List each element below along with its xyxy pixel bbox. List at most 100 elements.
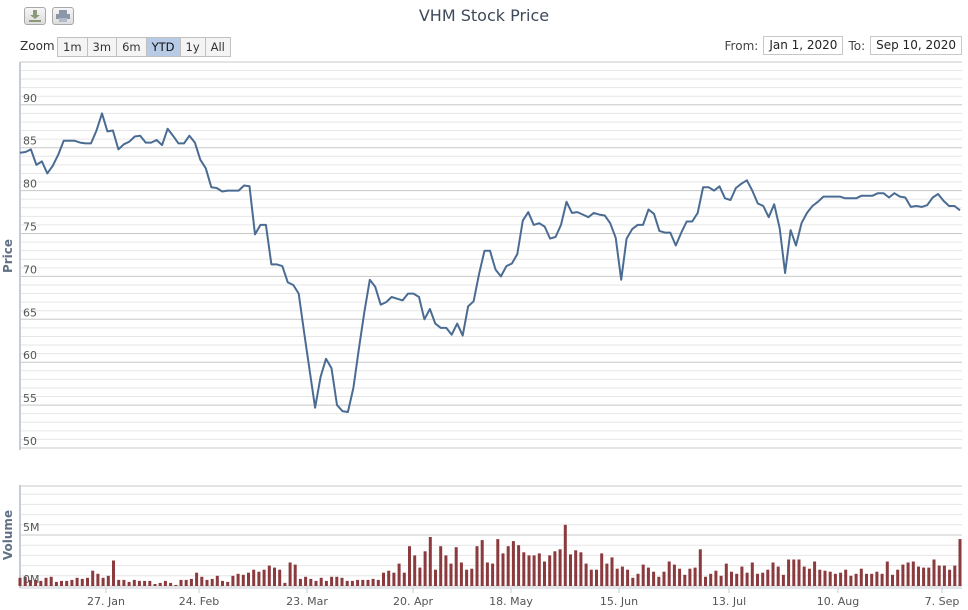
volume-bar[interactable] [101, 577, 105, 586]
from-date-input[interactable]: Jan 1, 2020 [763, 36, 844, 55]
volume-bar[interactable] [917, 566, 920, 586]
volume-bar[interactable] [854, 573, 858, 586]
volume-bar[interactable] [818, 569, 822, 586]
volume-bar[interactable] [241, 574, 245, 586]
volume-bar[interactable] [698, 549, 702, 586]
volume-bar[interactable] [563, 524, 567, 586]
volume-bar[interactable] [704, 576, 707, 586]
volume-bar[interactable] [839, 572, 843, 586]
volume-bar[interactable] [210, 578, 214, 586]
volume-bar[interactable] [553, 551, 557, 586]
volume-bar[interactable] [522, 552, 526, 586]
volume-bar[interactable] [174, 585, 178, 586]
volume-bar[interactable] [662, 571, 666, 586]
volume-bar[interactable] [439, 546, 443, 586]
volume-bar[interactable] [80, 578, 84, 586]
volume-bar[interactable] [527, 555, 531, 586]
volume-bar[interactable] [350, 580, 354, 586]
volume-bar[interactable] [449, 563, 453, 586]
volume-bar[interactable] [589, 569, 593, 586]
volume-bar[interactable] [626, 569, 630, 586]
volume-bar[interactable] [314, 580, 318, 586]
volume-bar[interactable] [730, 571, 733, 586]
volume-bar[interactable] [252, 569, 256, 586]
volume-bar[interactable] [221, 580, 224, 586]
volume-bar[interactable] [96, 573, 100, 586]
volume-bar[interactable] [278, 569, 282, 586]
volume-bar[interactable] [402, 572, 406, 586]
volume-bar[interactable] [179, 579, 183, 586]
volume-bar[interactable] [376, 579, 380, 586]
zoom-3m-button[interactable]: 3m [86, 37, 118, 57]
volume-bar[interactable] [132, 579, 136, 586]
volume-bar[interactable] [60, 580, 63, 586]
volume-bar[interactable] [517, 545, 521, 586]
volume-bar[interactable] [309, 578, 313, 586]
volume-bar[interactable] [148, 580, 152, 586]
volume-bar[interactable] [122, 579, 126, 586]
volume-bar[interactable] [574, 550, 578, 586]
volume-bar[interactable] [75, 577, 79, 586]
volume-bar[interactable] [756, 573, 759, 586]
volume-bar[interactable] [226, 581, 230, 586]
volume-bar[interactable] [454, 547, 458, 586]
volume-bar[interactable] [91, 570, 95, 586]
volume-bar[interactable] [719, 575, 723, 586]
volume-bar[interactable] [807, 568, 811, 586]
volume-bar[interactable] [117, 579, 121, 586]
volume-bar[interactable] [262, 569, 266, 586]
volume-bar[interactable] [428, 537, 432, 586]
volume-bar[interactable] [491, 563, 495, 586]
volume-bar[interactable] [896, 569, 900, 586]
volume-bar[interactable] [922, 567, 926, 586]
volume-bar[interactable] [511, 541, 515, 586]
volume-bar[interactable] [413, 555, 417, 586]
volume-bar[interactable] [215, 575, 219, 586]
volume-bar[interactable] [735, 573, 739, 586]
volume-bar[interactable] [23, 576, 27, 586]
volume-bar[interactable] [797, 559, 801, 587]
volume-bar[interactable] [657, 576, 661, 586]
volume-bar[interactable] [273, 567, 276, 586]
volume-bar[interactable] [813, 561, 817, 587]
volume-bar[interactable] [781, 574, 785, 586]
download-button[interactable] [24, 7, 46, 25]
volume-bar[interactable] [870, 573, 874, 586]
volume-bar[interactable] [595, 569, 598, 586]
to-date-input[interactable]: Sep 10, 2020 [870, 36, 962, 55]
volume-bar[interactable] [678, 568, 682, 586]
volume-bar[interactable] [335, 576, 339, 586]
volume-bar[interactable] [537, 553, 541, 586]
volume-bar[interactable] [397, 563, 401, 586]
volume-bar[interactable] [371, 578, 375, 586]
volume-bar[interactable] [366, 579, 370, 586]
volume-bar[interactable] [569, 554, 572, 586]
volume-bar[interactable] [652, 571, 656, 586]
volume-bar[interactable] [330, 576, 334, 586]
volume-bar[interactable] [283, 582, 287, 586]
zoom-all-button[interactable]: All [204, 37, 231, 57]
volume-bar[interactable] [418, 567, 422, 586]
volume-bar[interactable] [766, 569, 770, 586]
volume-bar[interactable] [558, 549, 562, 586]
volume-bar[interactable] [927, 567, 931, 586]
volume-bar[interactable] [485, 562, 489, 587]
volume-bar[interactable] [475, 546, 479, 586]
volume-bar[interactable] [231, 575, 235, 586]
volume-bar[interactable] [434, 569, 437, 586]
volume-bar[interactable] [298, 578, 302, 586]
volume-bar[interactable] [356, 579, 360, 586]
print-button[interactable] [52, 7, 74, 25]
volume-bar[interactable] [948, 569, 952, 586]
price-line[interactable] [19, 112, 961, 413]
volume-bar[interactable] [823, 570, 827, 586]
volume-bar[interactable] [761, 572, 765, 586]
volume-bar[interactable] [143, 580, 147, 586]
volume-bar[interactable] [636, 573, 640, 586]
volume-bar[interactable] [106, 575, 110, 586]
volume-bar[interactable] [792, 559, 796, 587]
volume-bar[interactable] [18, 577, 22, 586]
volume-bar[interactable] [39, 580, 43, 586]
volume-bar[interactable] [958, 539, 962, 586]
zoom-ytd-button[interactable]: YTD [145, 37, 181, 57]
